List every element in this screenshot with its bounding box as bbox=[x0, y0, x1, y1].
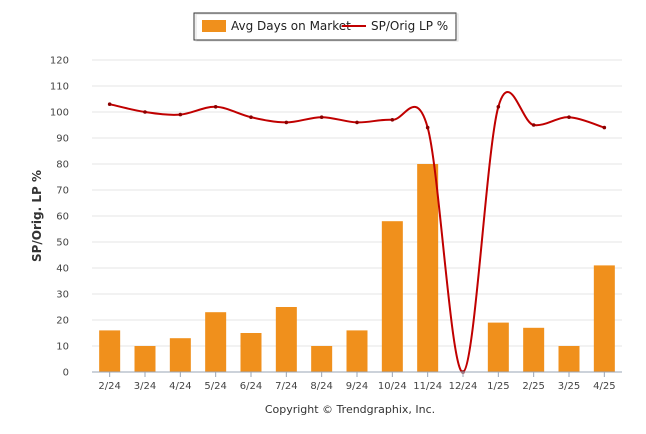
x-tick-label: 5/24 bbox=[204, 381, 226, 392]
bars bbox=[99, 164, 615, 372]
legend-shadow bbox=[195, 13, 459, 42]
line-point-sp-orig-lp bbox=[249, 115, 253, 119]
line-point-sp-orig-lp bbox=[567, 115, 571, 119]
line-point-sp-orig-lp bbox=[319, 115, 324, 119]
y-tick-label: 100 bbox=[50, 108, 69, 119]
x-tick-label: 10/24 bbox=[378, 381, 407, 392]
y-tick-label: 40 bbox=[56, 264, 69, 275]
legend-label-sporig: SP/Orig LP % bbox=[371, 19, 448, 33]
y-tick-label: 80 bbox=[56, 160, 69, 171]
copyright-credit: Copyright © Trendgraphix, Inc. bbox=[265, 403, 435, 416]
y-tick-label: 90 bbox=[56, 134, 69, 145]
bar-days-on-market bbox=[558, 346, 580, 372]
x-tick-label: 2/24 bbox=[98, 381, 120, 392]
y-tick-labels: 0 10 20 30 40 50 60 70 80 90 100 110 120 bbox=[50, 56, 69, 379]
x-tick-label: 6/24 bbox=[240, 381, 262, 392]
bar-days-on-market bbox=[205, 312, 227, 372]
legend: Avg Days on Market SP/Orig LP % bbox=[193, 12, 459, 42]
x-tick-label: 2/25 bbox=[522, 381, 544, 392]
line-point-sp-orig-lp bbox=[355, 120, 359, 125]
line-point-sp-orig-lp bbox=[531, 123, 536, 127]
bar-days-on-market bbox=[346, 330, 368, 372]
bar-days-on-market bbox=[169, 338, 191, 372]
bar-days-on-market bbox=[381, 221, 403, 372]
line-point-sp-orig-lp bbox=[390, 118, 395, 122]
x-tick-label: 9/24 bbox=[346, 381, 368, 392]
x-tick-label: 3/25 bbox=[558, 381, 580, 392]
y-tick-label: 120 bbox=[50, 56, 69, 67]
x-tick-label: 7/24 bbox=[275, 381, 297, 392]
bar-days-on-market bbox=[134, 346, 156, 372]
line-point-sp-orig-lp bbox=[284, 120, 289, 125]
x-tick-label: 8/24 bbox=[310, 381, 332, 392]
y-tick-label: 0 bbox=[63, 368, 69, 379]
line-point-sp-orig-lp bbox=[107, 102, 112, 106]
y-tick-label: 60 bbox=[56, 212, 69, 223]
bar-days-on-market bbox=[417, 164, 439, 372]
line-point-sp-orig-lp bbox=[143, 110, 147, 114]
bar-days-on-market bbox=[240, 333, 262, 372]
line-point-sp-orig-lp bbox=[213, 105, 218, 109]
bar-days-on-market bbox=[99, 330, 121, 372]
x-tick-label: 11/24 bbox=[413, 381, 442, 392]
y-tick-label: 50 bbox=[56, 238, 69, 249]
y-tick-label: 20 bbox=[56, 316, 69, 327]
bar-days-on-market bbox=[523, 327, 545, 372]
x-tick-label: 4/25 bbox=[593, 381, 615, 392]
y-tick-label: 70 bbox=[56, 186, 69, 197]
y-tick-label: 30 bbox=[56, 290, 69, 301]
line-sp-orig-lp bbox=[109, 91, 605, 374]
line-point-sp-orig-lp bbox=[178, 112, 183, 117]
gridlines bbox=[92, 59, 622, 347]
legend-label-days: Avg Days on Market bbox=[231, 19, 351, 33]
legend-swatch-bar bbox=[202, 20, 226, 32]
x-tick-label: 12/24 bbox=[449, 381, 478, 392]
bar-days-on-market bbox=[311, 346, 333, 372]
x-tick-label: 3/24 bbox=[134, 381, 156, 392]
x-tick-label: 1/25 bbox=[487, 381, 509, 392]
y-axis-label: SP/Orig. LP % bbox=[30, 170, 44, 262]
line-point-sp-orig-lp bbox=[496, 105, 501, 109]
x-tick-label: 4/24 bbox=[169, 381, 191, 392]
line-point-sp-orig-lp bbox=[425, 125, 430, 130]
bar-days-on-market bbox=[487, 322, 509, 372]
x-tick-labels: 2/24 3/24 4/24 5/24 6/24 7/24 8/24 9/24 10/24 11/… bbox=[98, 372, 616, 392]
y-tick-label: 10 bbox=[56, 342, 69, 353]
bar-days-on-market bbox=[593, 265, 615, 372]
bar-days-on-market bbox=[275, 307, 297, 372]
y-tick-label: 110 bbox=[50, 82, 69, 93]
legend-box bbox=[193, 12, 457, 41]
line-point-sp-orig-lp bbox=[602, 125, 607, 130]
